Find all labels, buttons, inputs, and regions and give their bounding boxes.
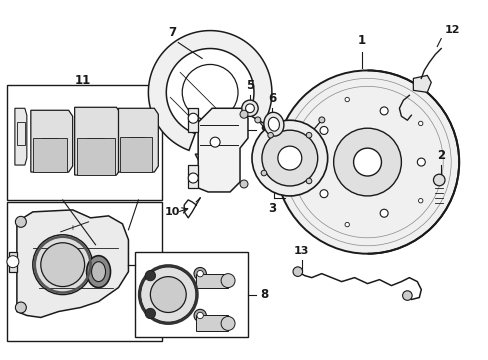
Polygon shape <box>9 252 17 272</box>
Circle shape <box>150 276 186 312</box>
Bar <box>33 138 66 172</box>
Polygon shape <box>198 108 247 192</box>
Text: 8: 8 <box>260 288 267 301</box>
Circle shape <box>432 174 444 186</box>
Text: 11: 11 <box>74 74 91 87</box>
Circle shape <box>379 209 387 217</box>
Text: 3: 3 <box>267 202 275 215</box>
Bar <box>77 138 114 175</box>
Bar <box>120 137 152 172</box>
Polygon shape <box>412 75 430 92</box>
Polygon shape <box>31 110 73 172</box>
Circle shape <box>194 309 206 321</box>
Circle shape <box>145 270 155 281</box>
Polygon shape <box>148 31 271 150</box>
Text: 6: 6 <box>267 92 275 105</box>
Circle shape <box>318 117 324 123</box>
Circle shape <box>15 216 26 227</box>
Circle shape <box>140 267 196 323</box>
Circle shape <box>245 104 254 113</box>
Circle shape <box>210 137 220 147</box>
Circle shape <box>402 291 411 300</box>
Text: 9: 9 <box>260 124 267 137</box>
Circle shape <box>261 170 266 176</box>
Bar <box>135 252 247 337</box>
Circle shape <box>292 267 302 276</box>
Polygon shape <box>118 108 158 172</box>
Bar <box>196 274 227 288</box>
Bar <box>196 315 227 332</box>
Bar <box>7 202 162 341</box>
Ellipse shape <box>268 117 279 131</box>
Circle shape <box>305 132 311 138</box>
Circle shape <box>240 110 247 118</box>
Circle shape <box>221 316 235 330</box>
Circle shape <box>418 121 422 126</box>
Circle shape <box>275 71 458 254</box>
Circle shape <box>182 64 238 120</box>
Circle shape <box>277 146 301 170</box>
Circle shape <box>197 312 203 319</box>
Circle shape <box>240 180 247 188</box>
Circle shape <box>345 97 349 102</box>
Circle shape <box>15 302 26 313</box>
Polygon shape <box>188 108 198 132</box>
Polygon shape <box>188 165 198 188</box>
Circle shape <box>416 158 425 166</box>
Text: 1: 1 <box>357 33 365 46</box>
Circle shape <box>299 160 304 164</box>
Circle shape <box>188 173 198 183</box>
Circle shape <box>241 100 258 116</box>
Circle shape <box>267 132 273 138</box>
Ellipse shape <box>91 262 105 282</box>
Circle shape <box>197 270 203 277</box>
Circle shape <box>353 148 381 176</box>
Circle shape <box>145 308 155 319</box>
Ellipse shape <box>86 256 110 288</box>
Text: i: i <box>72 225 74 231</box>
Text: 10: 10 <box>164 207 180 217</box>
Text: 13: 13 <box>293 246 309 256</box>
Polygon shape <box>75 107 120 175</box>
Circle shape <box>251 120 327 196</box>
Text: 2: 2 <box>436 149 445 162</box>
Circle shape <box>319 126 327 134</box>
Polygon shape <box>195 154 224 167</box>
Circle shape <box>221 274 235 288</box>
Circle shape <box>333 128 401 196</box>
Text: 4: 4 <box>273 182 282 195</box>
Ellipse shape <box>264 112 284 136</box>
Bar <box>17 122 25 145</box>
Circle shape <box>194 267 206 280</box>
Circle shape <box>41 243 84 287</box>
Polygon shape <box>15 108 27 165</box>
Circle shape <box>418 198 422 203</box>
Text: 12: 12 <box>443 24 459 35</box>
Circle shape <box>33 235 92 294</box>
Circle shape <box>188 113 198 123</box>
Circle shape <box>262 130 317 186</box>
Text: 7: 7 <box>168 26 176 39</box>
Circle shape <box>305 178 311 184</box>
Circle shape <box>254 117 260 123</box>
Circle shape <box>345 222 349 227</box>
Polygon shape <box>17 210 128 318</box>
Bar <box>7 85 162 200</box>
Circle shape <box>379 107 387 115</box>
Text: 5: 5 <box>245 79 254 92</box>
Circle shape <box>319 190 327 198</box>
Circle shape <box>7 256 19 268</box>
